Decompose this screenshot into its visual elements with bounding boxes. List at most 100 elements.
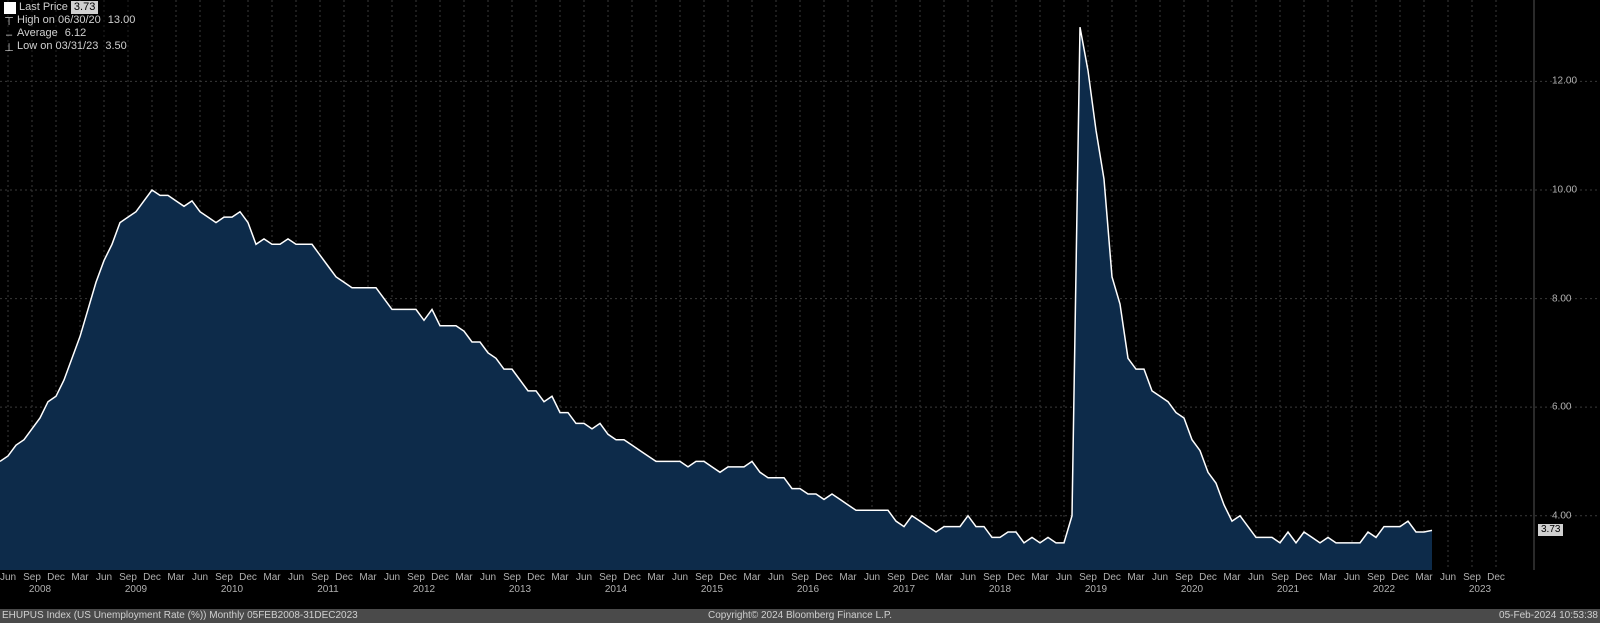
x-month-tick: Jun	[864, 572, 880, 583]
x-month-tick: Jun	[384, 572, 400, 583]
x-year-tick: 2014	[605, 584, 627, 595]
x-month-tick: Mar	[935, 572, 952, 583]
x-month-tick: Jun	[480, 572, 496, 583]
x-month-tick: Mar	[743, 572, 760, 583]
x-month-tick: Mar	[1127, 572, 1144, 583]
x-month-tick: Dec	[431, 572, 449, 583]
x-month-tick: Sep	[1079, 572, 1097, 583]
legend-swatch-icon: ⊥	[4, 42, 14, 52]
x-year-tick: 2018	[989, 584, 1011, 595]
x-month-tick: Jun	[96, 572, 112, 583]
x-month-tick: Jun	[1440, 572, 1456, 583]
x-month-tick: Jun	[672, 572, 688, 583]
x-month-tick: Dec	[239, 572, 257, 583]
legend-value: 13.00	[104, 14, 136, 27]
x-month-tick: Dec	[47, 572, 65, 583]
legend-row: –Average6.12	[4, 27, 135, 40]
legend-swatch-icon: –	[4, 29, 14, 39]
x-month-tick: Dec	[719, 572, 737, 583]
x-month-tick: Mar	[1223, 572, 1240, 583]
y-tick: 10.00	[1552, 185, 1577, 196]
x-year-tick: 2023	[1469, 584, 1491, 595]
x-year-tick: 2022	[1373, 584, 1395, 595]
y-tick: 8.00	[1552, 293, 1571, 304]
x-month-tick: Sep	[119, 572, 137, 583]
x-month-tick: Sep	[215, 572, 233, 583]
legend-value: 6.12	[61, 27, 86, 40]
x-month-tick: Mar	[647, 572, 664, 583]
y-tick: 6.00	[1552, 402, 1571, 413]
last-value-badge: 3.73	[1538, 524, 1563, 536]
x-month-tick: Sep	[695, 572, 713, 583]
x-month-tick: Sep	[407, 572, 425, 583]
x-month-tick: Jun	[0, 572, 16, 583]
x-month-tick: Mar	[71, 572, 88, 583]
y-tick: 4.00	[1552, 510, 1571, 521]
footer-bar: EHUPUS Index (US Unemployment Rate (%)) …	[0, 609, 1600, 623]
x-year-tick: 2017	[893, 584, 915, 595]
x-month-tick: Dec	[911, 572, 929, 583]
legend-label: High on 06/30/20	[17, 14, 101, 27]
footer-center: Copyright© 2024 Bloomberg Finance L.P.	[0, 609, 1600, 623]
x-month-tick: Dec	[1295, 572, 1313, 583]
x-month-tick: Jun	[1152, 572, 1168, 583]
x-year-tick: 2021	[1277, 584, 1299, 595]
x-month-tick: Sep	[23, 572, 41, 583]
legend-value: 3.73	[71, 1, 98, 14]
x-month-tick: Dec	[1487, 572, 1505, 583]
x-month-tick: Mar	[359, 572, 376, 583]
x-month-tick: Jun	[1056, 572, 1072, 583]
x-month-tick: Sep	[311, 572, 329, 583]
x-month-tick: Dec	[815, 572, 833, 583]
x-month-tick: Sep	[887, 572, 905, 583]
x-month-tick: Jun	[288, 572, 304, 583]
x-year-tick: 2012	[413, 584, 435, 595]
x-month-tick: Dec	[623, 572, 641, 583]
x-month-tick: Dec	[1199, 572, 1217, 583]
x-month-tick: Jun	[768, 572, 784, 583]
legend-row: Last Price3.73	[4, 1, 135, 14]
x-month-tick: Mar	[455, 572, 472, 583]
footer-right: 05-Feb-2024 10:53:38	[1499, 609, 1598, 623]
bloomberg-chart: 4.00 6.00 8.00 10.00 12.00 Jun Sep Dec Mar Jun Se…	[0, 0, 1600, 623]
x-month-tick: Mar	[1031, 572, 1048, 583]
x-year-tick: 2016	[797, 584, 819, 595]
x-month-tick: Dec	[143, 572, 161, 583]
x-month-tick: Sep	[503, 572, 521, 583]
x-year-tick: 2010	[221, 584, 243, 595]
x-month-tick: Dec	[1007, 572, 1025, 583]
x-year-tick: 2013	[509, 584, 531, 595]
x-year-tick: 2020	[1181, 584, 1203, 595]
x-month-tick: Dec	[335, 572, 353, 583]
legend-label: Low on 03/31/23	[17, 40, 98, 53]
x-year-tick: 2011	[317, 584, 339, 595]
x-month-tick: Sep	[599, 572, 617, 583]
x-year-tick: 2015	[701, 584, 723, 595]
x-month-tick: Mar	[263, 572, 280, 583]
x-month-tick: Sep	[791, 572, 809, 583]
x-month-tick: Mar	[551, 572, 568, 583]
legend-label: Last Price	[19, 1, 68, 14]
legend-row: ⊥Low on 03/31/233.50	[4, 40, 135, 53]
x-month-tick: Dec	[1103, 572, 1121, 583]
legend-label: Average	[17, 27, 58, 40]
legend-row: ⊤High on 06/30/2013.00	[4, 14, 135, 27]
legend: Last Price3.73⊤High on 06/30/2013.00–Ave…	[2, 0, 137, 54]
x-month-tick: Sep	[1271, 572, 1289, 583]
x-month-tick: Sep	[1463, 572, 1481, 583]
x-month-tick: Sep	[1175, 572, 1193, 583]
x-month-tick: Jun	[192, 572, 208, 583]
legend-swatch-icon: ⊤	[4, 16, 14, 26]
y-tick: 12.00	[1552, 76, 1577, 87]
legend-swatch-icon	[4, 2, 16, 14]
x-month-tick: Jun	[1248, 572, 1264, 583]
x-year-tick: 2019	[1085, 584, 1107, 595]
x-month-tick: Sep	[1367, 572, 1385, 583]
x-month-tick: Mar	[839, 572, 856, 583]
x-year-tick: 2009	[125, 584, 147, 595]
x-month-tick: Dec	[527, 572, 545, 583]
x-month-tick: Mar	[167, 572, 184, 583]
x-month-tick: Jun	[1344, 572, 1360, 583]
x-month-tick: Mar	[1415, 572, 1432, 583]
x-month-tick: Jun	[960, 572, 976, 583]
